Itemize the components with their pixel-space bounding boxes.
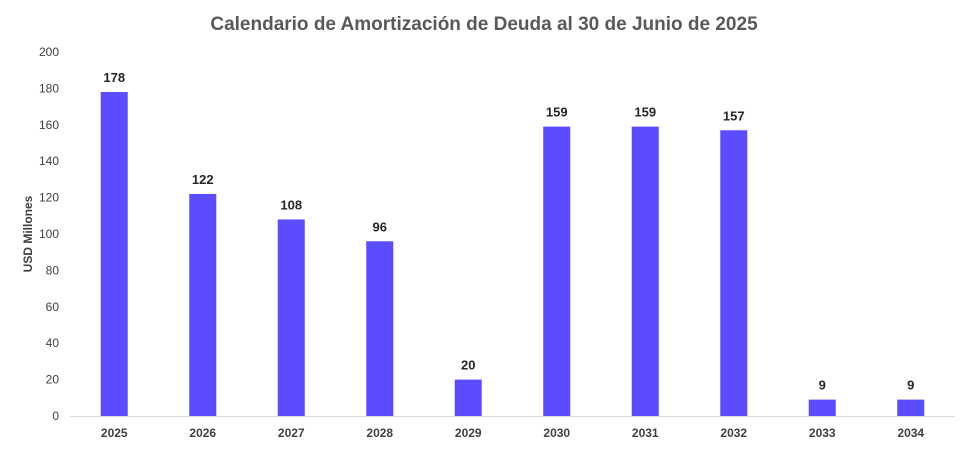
data-label: 9 <box>907 378 914 393</box>
data-label: 20 <box>461 358 475 373</box>
x-axis-ticks: 2025 2026 2027 2028 2029 2030 2031 2032 2033 2034 <box>101 426 925 440</box>
chart-title: Calendario de Amortización de Deuda al 3… <box>210 14 758 35</box>
data-label: 157 <box>723 108 745 123</box>
bar <box>454 379 482 416</box>
y-tick-label: 160 <box>39 118 59 132</box>
bar <box>720 130 748 416</box>
x-tick-label: 2029 <box>455 426 482 440</box>
data-label: 9 <box>819 378 826 393</box>
x-tick-label: 2026 <box>189 426 216 440</box>
y-tick-label: 60 <box>46 300 60 314</box>
y-axis-ticks: 0 20 40 60 80 100 120 140 160 180 200 <box>39 45 59 423</box>
x-tick-label: 2027 <box>278 426 305 440</box>
bar <box>631 126 659 417</box>
data-label: 122 <box>192 172 214 187</box>
x-tick-label: 2028 <box>366 426 393 440</box>
y-tick-label: 100 <box>39 227 59 241</box>
bar <box>808 399 836 416</box>
x-tick-label: 2034 <box>897 426 924 440</box>
y-tick-label: 120 <box>39 191 59 205</box>
y-tick-label: 40 <box>46 336 60 350</box>
y-axis-label: USD Millones <box>21 195 35 272</box>
x-tick-label: 2032 <box>720 426 747 440</box>
bar <box>189 193 217 416</box>
y-tick-label: 80 <box>46 263 60 277</box>
y-tick-label: 200 <box>39 45 59 59</box>
bar-series <box>100 92 925 417</box>
data-label: 178 <box>103 70 125 85</box>
y-tick-label: 0 <box>52 409 59 423</box>
bar <box>897 399 925 416</box>
bar <box>366 241 394 416</box>
x-tick-label: 2025 <box>101 426 128 440</box>
y-tick-label: 20 <box>46 373 60 387</box>
bar <box>543 126 571 417</box>
data-labels: 178 122 108 96 20 159 159 157 9 9 <box>103 70 914 393</box>
y-tick-label: 180 <box>39 81 59 95</box>
data-label: 159 <box>634 105 656 120</box>
x-tick-label: 2033 <box>809 426 836 440</box>
bar <box>277 219 305 416</box>
bar <box>100 92 128 416</box>
data-label: 159 <box>546 105 568 120</box>
x-tick-label: 2031 <box>632 426 659 440</box>
x-tick-label: 2030 <box>543 426 570 440</box>
data-label: 108 <box>280 197 302 212</box>
data-label: 96 <box>373 219 387 234</box>
y-tick-label: 140 <box>39 154 59 168</box>
